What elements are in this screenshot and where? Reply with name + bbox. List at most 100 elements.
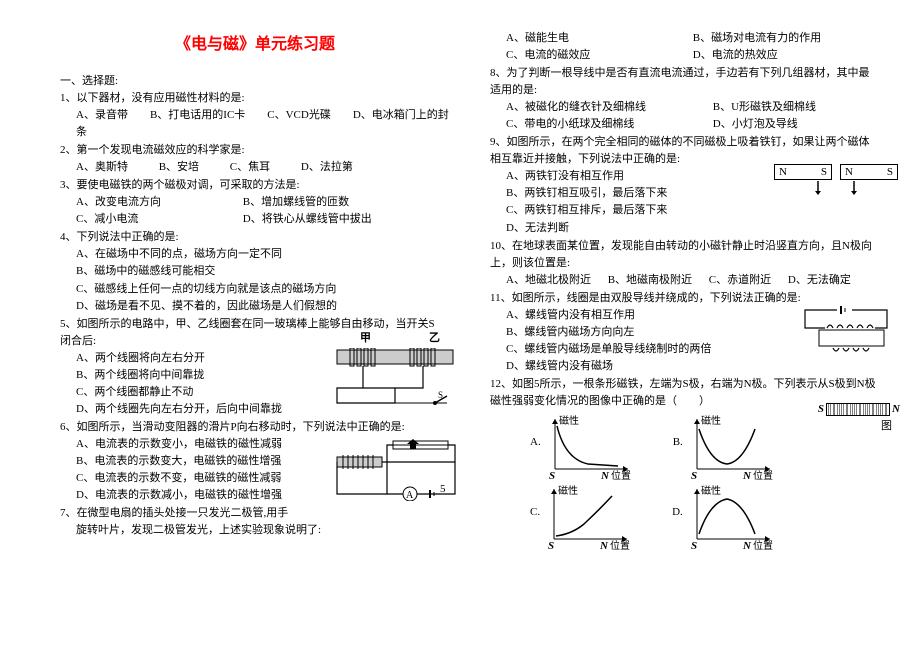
q9-d: D、无法判断: [490, 220, 880, 237]
q2-stem: 2、第一个发现电流磁效应的科学家是:: [60, 142, 450, 159]
mag1-s: S: [821, 164, 827, 181]
q10-d: D、无法确定: [788, 272, 851, 289]
mag-s: S: [818, 401, 824, 418]
ylabel: 磁性: [559, 414, 579, 427]
q7-opts: A、磁能生电 B、磁场对电流有力的作用 C、电流的磁效应 D、电流的热效应: [490, 30, 880, 64]
svg-text:A: A: [406, 490, 414, 501]
chart-a-icon: 磁性 S N 位置: [543, 414, 633, 480]
s-lbl: S: [691, 540, 697, 550]
q3-stem: 3、要使电磁铁的两个磁极对调，可采取的方法是:: [60, 177, 450, 194]
q2-opts: A、奥斯特 B、安培 C、焦耳 D、法拉第: [60, 159, 450, 176]
q11: 11、如图所示，线圈是由双股导线并绕成的，下列说法正确的是: A、螺线管内没有相…: [490, 290, 880, 375]
q2-c: C、焦耳: [230, 159, 270, 176]
q7-stem2: 旋转叶片，发现二极管发光，上述实验现象说明了:: [60, 522, 450, 539]
ylabel: 磁性: [701, 484, 721, 497]
q3: 3、要使电磁铁的两个磁极对调，可采取的方法是: A、改变电流方向 B、增加螺线管…: [60, 177, 450, 228]
q4-stem: 4、下列说法中正确的是:: [60, 229, 450, 246]
page-title: 《电与磁》单元练习题: [60, 30, 450, 54]
chart-d-icon: 磁性 S N 位置: [685, 484, 775, 550]
q12-b-label: B.: [673, 434, 683, 451]
section-heading: 一、选择题:: [60, 72, 450, 88]
q8-b: B、U形磁铁及细棉线: [713, 99, 816, 116]
q8-stem: 8、为了判断一根导线中是否有直流电流通过，手边若有下列几组器材，其中最适用的是:: [490, 65, 880, 99]
q9-figure: N S N S: [774, 164, 898, 180]
q9-c: C、两铁钉相互排斥，最后落下来: [490, 202, 880, 219]
q3-b: B、增加螺线管的匝数: [243, 194, 349, 211]
xlabel: 位置: [610, 539, 630, 550]
right-column: A、磁能生电 B、磁场对电流有力的作用 C、电流的磁效应 D、电流的热效应 8、…: [490, 30, 880, 551]
q10-stem: 10、在地球表面某位置，发现能自由转动的小磁针静止时沿竖直方向，且N极向上，则该…: [490, 238, 880, 272]
q5-figure: 甲 乙 S: [335, 330, 455, 410]
svg-text:P: P: [419, 439, 426, 442]
mag2-n: N: [845, 164, 853, 181]
q7-stem1: 7、在微型电扇的插头处接一只发光二极管,用手: [60, 505, 450, 522]
chart-c-icon: 磁性 S N 位置: [542, 484, 632, 550]
q7o-d: D、电流的热效应: [693, 47, 778, 64]
s-lbl: S: [691, 470, 697, 480]
fig-label-yi: 乙: [429, 330, 440, 347]
q5: 5、如图所示的电路中，甲、乙线圈套在同一玻璃棒上能够自由移动，当开关S闭合后: …: [60, 316, 450, 418]
q7o-b: B、磁场对电流有力的作用: [693, 30, 821, 47]
q1-opts: A、录音带 B、打电话用的IC卡 C、VCD光碟 D、电冰箱门上的封条: [60, 107, 450, 141]
ylabel: 磁性: [701, 414, 721, 427]
q12-chart-a: A. 磁性 S N 位置: [530, 414, 633, 480]
q8-a: A、被磁化的缝衣针及细棉线: [506, 99, 696, 116]
q10: 10、在地球表面某位置，发现能自由转动的小磁针静止时沿竖直方向，且N极向上，则该…: [490, 238, 880, 289]
q7: 7、在微型电扇的插头处接一只发光二极管,用手 旋转叶片，发现二极管发光，上述实验…: [60, 505, 450, 539]
svg-text:S: S: [438, 390, 443, 400]
q5-circuit-icon: S: [335, 348, 455, 410]
q3-opts: A、改变电流方向 B、增加螺线管的匝数 C、减小电流 D、将铁心从螺线管中拔出: [60, 194, 450, 228]
q4-c: C、磁感线上任何一点的切线方向就是该点的磁场方向: [60, 281, 450, 298]
left-column: 《电与磁》单元练习题 一、选择题: 1、以下器材，没有应用磁性材料的是: A、录…: [60, 30, 450, 551]
q6: 6、如图所示，当滑动变阻器的滑片P向右移动时，下列说法中正确的是: A、电流表的…: [60, 419, 450, 504]
q6-stem: 6、如图所示，当滑动变阻器的滑片P向右移动时，下列说法中正确的是:: [60, 419, 450, 436]
q7o-a: A、磁能生电: [506, 30, 676, 47]
q1: 1、以下器材，没有应用磁性材料的是: A、录音带 B、打电话用的IC卡 C、VC…: [60, 90, 450, 141]
q12-chart-c: C. 磁性 S N 位置: [530, 484, 632, 550]
q12-magnet-figure: S N 图: [818, 401, 900, 435]
q4-a: A、在磁场中不同的点，磁场方向一定不同: [60, 246, 450, 263]
mag2-s: S: [887, 164, 893, 181]
q4: 4、下列说法中正确的是: A、在磁场中不同的点，磁场方向一定不同 B、磁场中的磁…: [60, 229, 450, 314]
ylabel: 磁性: [558, 484, 578, 497]
q2-b: B、安培: [159, 159, 199, 176]
s-lbl: S: [548, 540, 554, 550]
q8-d: D、小灯泡及导线: [713, 116, 798, 133]
n-lbl: N: [742, 470, 752, 480]
q11-figure-icon: [797, 302, 892, 357]
n-lbl: N: [599, 540, 609, 550]
q4-b: B、磁场中的磁感线可能相交: [60, 263, 450, 280]
q1-stem: 1、以下器材，没有应用磁性材料的是:: [60, 90, 450, 107]
n-lbl: N: [600, 470, 610, 480]
q12: 12、如图5所示，一根条形磁铁，左端为S极，右端为N极。下列表示从S极到N极磁性…: [490, 376, 880, 550]
xlabel: 位置: [753, 469, 773, 480]
q12-chart-b: B. 磁性 S N 位置: [673, 414, 775, 480]
q2-d: D、法拉第: [301, 159, 353, 176]
q10-a: A、地磁北极附近: [506, 272, 591, 289]
q2: 2、第一个发现电流磁效应的科学家是: A、奥斯特 B、安培 C、焦耳 D、法拉第: [60, 142, 450, 176]
xlabel: 位置: [753, 539, 773, 550]
q8: 8、为了判断一根导线中是否有直流电流通过，手边若有下列几组器材，其中最适用的是:…: [490, 65, 880, 133]
q12-d-label: D.: [672, 504, 683, 521]
n-lbl: N: [742, 540, 752, 550]
fig-num: 5: [440, 481, 446, 498]
q8-c: C、带电的小纸球及细棉线: [506, 116, 696, 133]
xlabel: 位置: [611, 469, 631, 480]
q10-b: B、地磁南极附近: [608, 272, 692, 289]
q7o-c: C、电流的磁效应: [506, 47, 676, 64]
q11-d: D、螺线管内没有磁场: [490, 358, 880, 375]
s-lbl: S: [549, 470, 555, 480]
q4-d: D、磁场是看不见、摸不着的，因此磁场是人们假想的: [60, 298, 450, 315]
q3-a: A、改变电流方向: [76, 194, 226, 211]
q12-chart-d: D. 磁性 S N 位置: [672, 484, 775, 550]
mag-n: N: [892, 401, 900, 418]
chart-b-icon: 磁性 S N 位置: [685, 414, 775, 480]
fig-label: 图: [818, 418, 900, 435]
fig-label-jia: 甲: [360, 330, 371, 347]
q12-a-label: A.: [530, 434, 541, 451]
q10-c: C、赤道附近: [709, 272, 771, 289]
mag1-n: N: [779, 164, 787, 181]
q9: 9、如图所示，在两个完全相同的磁体的不同磁极上吸着铁钉，如果让两个磁体相互靠近并…: [490, 134, 880, 236]
q12-c-label: C.: [530, 504, 540, 521]
q3-d: D、将铁心从螺线管中拔出: [243, 211, 372, 228]
